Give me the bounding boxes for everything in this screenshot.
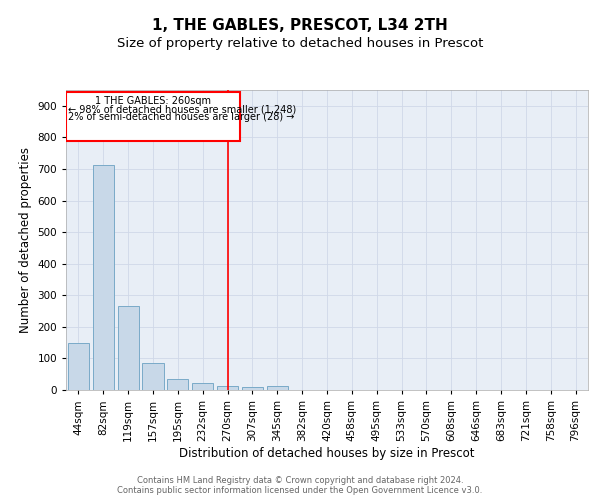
Text: 2% of semi-detached houses are larger (28) →: 2% of semi-detached houses are larger (2… [68,112,295,122]
Text: 1, THE GABLES, PRESCOT, L34 2TH: 1, THE GABLES, PRESCOT, L34 2TH [152,18,448,32]
Text: Size of property relative to detached houses in Prescot: Size of property relative to detached ho… [117,38,483,51]
Bar [217,386,238,390]
Bar [267,386,288,390]
X-axis label: Distribution of detached houses by size in Prescot: Distribution of detached houses by size … [179,446,475,460]
Bar [167,379,188,390]
Bar [118,306,139,390]
Bar [93,165,114,390]
Y-axis label: Number of detached properties: Number of detached properties [19,147,32,333]
Text: 1 THE GABLES: 260sqm: 1 THE GABLES: 260sqm [95,96,211,106]
Text: ← 98% of detached houses are smaller (1,248): ← 98% of detached houses are smaller (1,… [68,104,296,114]
Bar [142,364,164,390]
Bar [242,388,263,390]
Bar [66,92,240,140]
Text: Contains HM Land Registry data © Crown copyright and database right 2024.
Contai: Contains HM Land Registry data © Crown c… [118,476,482,495]
Bar [68,344,89,390]
Bar [192,384,213,390]
